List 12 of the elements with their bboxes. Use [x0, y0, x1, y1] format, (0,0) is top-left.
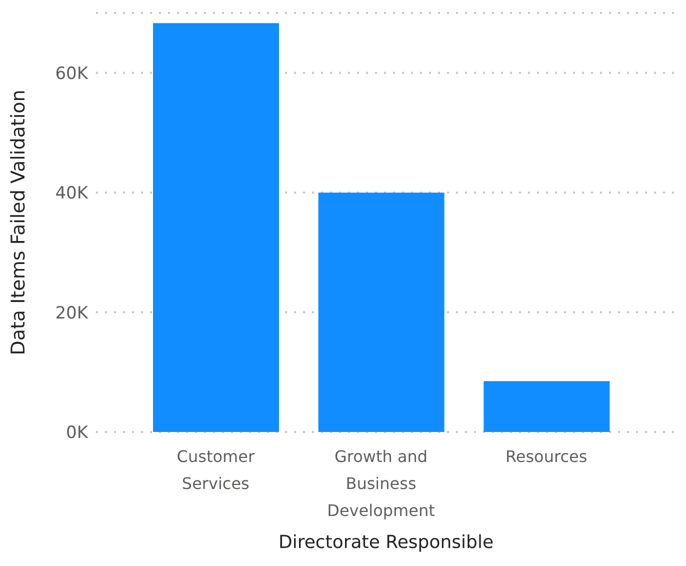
y-tick-label: 20K	[55, 303, 89, 324]
bar	[484, 381, 610, 432]
x-tick-label: Resources	[505, 447, 588, 466]
y-tick-label: 40K	[55, 184, 89, 204]
bar	[153, 23, 279, 432]
x-tick-label: Growth and Business Development	[327, 447, 435, 520]
y-axis-title: Data Items Failed Validation	[8, 90, 30, 356]
y-tick-label: 0K	[66, 423, 89, 444]
y-tick-label: 60K	[55, 64, 89, 84]
bar	[318, 192, 444, 432]
x-tick-label: Customer Services	[176, 447, 255, 493]
x-axis-title: Directorate Responsible	[278, 532, 494, 553]
